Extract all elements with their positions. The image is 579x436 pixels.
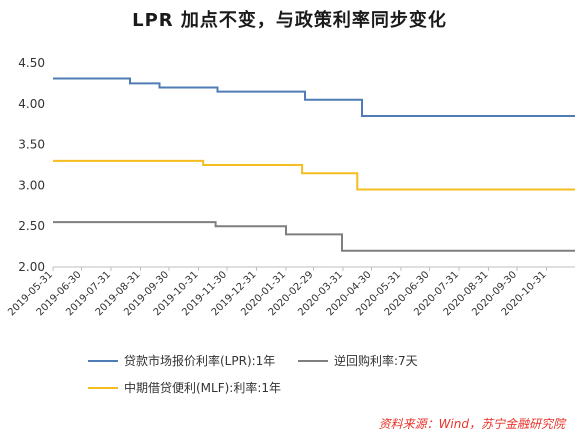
legend-swatch-reverse-repo xyxy=(298,359,328,362)
y-tick-label: 3.50 xyxy=(18,138,45,152)
legend-label-mlf: 中期借贷便利(MLF):利率:1年 xyxy=(124,381,282,395)
legend-label-reverse-repo: 逆回购利率:7天 xyxy=(334,354,418,368)
legend-label-lpr: 贷款市场报价利率(LPR):1年 xyxy=(124,354,276,368)
legend-swatch-lpr xyxy=(88,359,118,362)
legend-item-lpr: 贷款市场报价利率(LPR):1年 xyxy=(88,352,275,369)
legend-item-mlf: 中期借贷便利(MLF):利率:1年 xyxy=(88,379,281,396)
plot-area xyxy=(53,77,575,252)
series-line-2 xyxy=(53,159,575,191)
legend-item-reverse-repo: 逆回购利率:7天 xyxy=(298,352,418,369)
source-note: 资料来源：Wind，苏宁金融研究院 xyxy=(378,417,565,431)
chart-title: LPR 加点不变，与政策利率同步变化 xyxy=(132,10,447,31)
y-tick-label: 3.00 xyxy=(18,178,45,192)
y-tick-label: 4.00 xyxy=(18,97,45,111)
series-line-1 xyxy=(53,221,575,252)
series-line-0 xyxy=(53,77,575,117)
y-tick-label: 2.00 xyxy=(18,260,45,274)
y-axis: 4.50 4.00 3.50 3.00 2.50 2.00 xyxy=(18,56,45,274)
y-tick-label: 4.50 xyxy=(18,56,45,70)
legend-swatch-mlf xyxy=(88,386,118,389)
y-tick-label: 2.50 xyxy=(18,219,45,233)
x-axis: 2019-05-312019-06-302019-07-312019-08-31… xyxy=(6,266,575,318)
